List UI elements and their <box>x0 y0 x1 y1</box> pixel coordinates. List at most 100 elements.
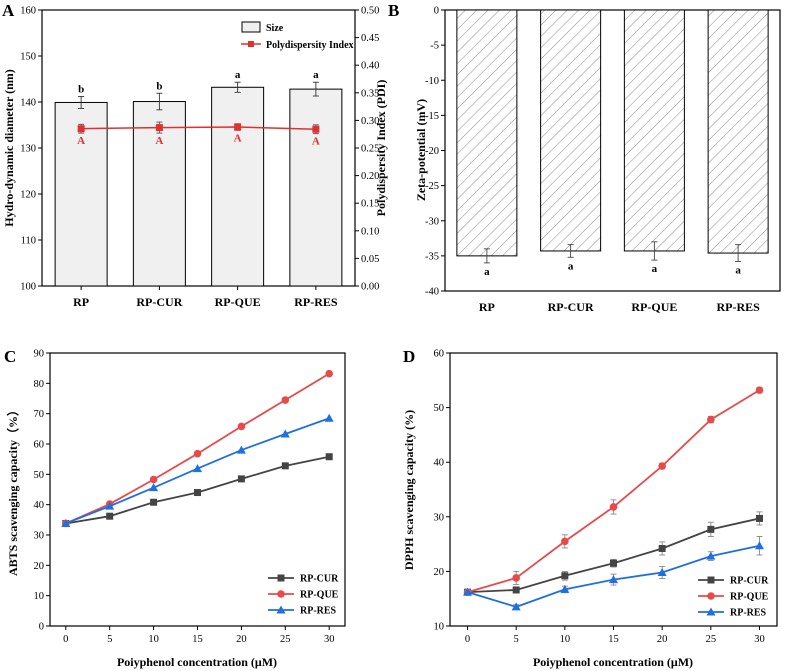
d-point-rp-res <box>657 567 667 576</box>
panel-d-ylabel: DPPH scavenging capacity (%) <box>402 410 416 570</box>
b-bar <box>707 9 769 254</box>
c-ytick-label: 10 <box>34 591 45 602</box>
b-ytick-label: -10 <box>425 76 439 87</box>
a-y2tick-label: 0.00 <box>361 282 379 293</box>
a-category-label: RP-RES <box>294 295 338 309</box>
a-y2tick-label: 0.45 <box>361 33 379 44</box>
panel-a-y2-ticks: 0.00 0.05 0.10 0.15 0.20 0.25 0.30 0.35 0.40 0.45… <box>355 6 379 293</box>
panel-d-x-ticks: 0 5 10 15 20 25 30 <box>465 626 765 645</box>
panel-c-ylabel: ABTS scavenging capacity（%） <box>5 404 20 576</box>
c-point-rp-res <box>236 445 246 454</box>
a-bar-letter: b <box>156 80 162 92</box>
d-point-rp-que <box>707 415 715 424</box>
c-ytick-label: 50 <box>34 470 45 481</box>
b-category-label: RP <box>479 300 495 314</box>
c-legend-label: RP-RES <box>300 606 337 617</box>
d-point-rp-cur <box>658 544 666 552</box>
a-pdi-letter: A <box>234 132 242 144</box>
panel-a-y2label: Polydispersity Index (PDI) <box>374 80 388 217</box>
panel-c-y-ticks: 0 10 20 30 40 50 60 70 80 90 <box>34 349 50 633</box>
d-point-rp-que <box>512 574 520 582</box>
b-ytick-label: -40 <box>425 287 439 298</box>
d-point-rp-cur <box>707 525 715 533</box>
panel-c-series <box>61 369 334 528</box>
c-point-rp-cur <box>150 498 158 506</box>
c-xtick-label: 5 <box>107 634 112 645</box>
panel-c-legend: RP-CUR RP-QUE RP-RES <box>268 574 339 617</box>
a-category-label: RP-QUE <box>215 295 261 309</box>
c-ytick-label: 0 <box>39 622 44 633</box>
a-y2tick-label: 0.15 <box>361 199 379 210</box>
d-legend-label: RP-RES <box>730 608 767 619</box>
b-ytick-label: -30 <box>425 216 439 227</box>
d-legend-marker <box>707 576 715 584</box>
a-bar <box>289 88 343 287</box>
c-point-rp-res <box>193 464 202 473</box>
c-legend-marker <box>277 590 285 598</box>
c-line-rp-que <box>65 372 330 525</box>
c-point-rp-cur <box>281 462 289 470</box>
a-pdi-point <box>312 125 320 133</box>
c-ytick-label: 20 <box>34 561 45 572</box>
c-legend-label: RP-CUR <box>300 574 339 585</box>
b-ytick-label: -5 <box>430 41 439 52</box>
d-point-rp-res <box>609 575 618 584</box>
d-xtick-label: 30 <box>754 634 765 645</box>
c-xtick-label: 20 <box>236 634 247 645</box>
c-legend-label: RP-QUE <box>300 590 339 601</box>
d-legend-marker <box>706 607 716 616</box>
b-ytick-label: -20 <box>425 146 439 157</box>
legend-pdi-marker <box>248 41 254 47</box>
d-point-rp-cur <box>755 514 763 522</box>
a-ytick-label: 160 <box>20 6 36 17</box>
c-point-rp-cur <box>194 489 201 497</box>
c-point-rp-que <box>149 475 158 484</box>
panel-label-d: D <box>403 347 415 366</box>
d-point-rp-res <box>754 541 764 550</box>
a-pdi-point <box>234 123 242 131</box>
a-y2tick-label: 0.40 <box>361 61 379 72</box>
c-xtick-label: 0 <box>63 634 68 645</box>
b-ytick-label: -25 <box>425 181 439 192</box>
d-legend-marker <box>707 592 715 600</box>
c-point-rp-res <box>324 413 334 422</box>
panel-d-y-ticks: 10 20 30 40 50 60 <box>434 349 450 633</box>
d-ytick-label: 60 <box>434 349 445 360</box>
c-legend-marker <box>277 574 285 582</box>
b-bar <box>623 9 685 252</box>
a-y2tick-label: 0.05 <box>361 254 379 265</box>
panel-c-xlabel: Poiyphenol concentration (μM) <box>117 655 277 669</box>
a-bar-letter: a <box>235 69 241 81</box>
d-point-rp-res <box>463 587 473 596</box>
d-xtick-label: 20 <box>657 634 668 645</box>
legend-pdi-label: Polydispersity Index <box>266 40 354 51</box>
a-y2tick-label: 0.20 <box>361 171 379 182</box>
c-point-rp-res <box>280 429 290 438</box>
panel-label-c: C <box>4 347 16 366</box>
a-bar-letter: b <box>78 83 84 95</box>
b-bar-letter: a <box>568 260 574 272</box>
d-xtick-label: 15 <box>608 634 619 645</box>
a-y2tick-label: 0.35 <box>361 88 379 99</box>
c-point-rp-cur <box>106 512 114 520</box>
b-bar-letter: a <box>484 266 490 278</box>
c-xtick-label: 10 <box>148 634 159 645</box>
a-pdi-polyline <box>81 126 316 130</box>
b-category-label: RP-QUE <box>631 300 677 314</box>
a-category-label: RP-CUR <box>136 295 182 309</box>
d-legend-label: RP-QUE <box>730 592 769 603</box>
d-ytick-label: 20 <box>434 567 445 578</box>
d-ytick-label: 30 <box>434 512 445 523</box>
c-point-rp-que <box>237 422 246 431</box>
a-ytick-label: 150 <box>20 52 36 63</box>
c-ytick-label: 80 <box>34 379 45 390</box>
panel-b-y-ticks: 0 -5 -10 -15 -20 -25 -30 -35 -40 <box>425 6 445 298</box>
a-ytick-label: 100 <box>20 282 36 293</box>
c-legend-marker <box>276 605 286 614</box>
d-point-rp-res <box>511 602 521 611</box>
d-legend-label: RP-CUR <box>730 576 769 587</box>
a-pdi-letter: A <box>312 136 320 148</box>
c-xtick-label: 15 <box>192 634 203 645</box>
